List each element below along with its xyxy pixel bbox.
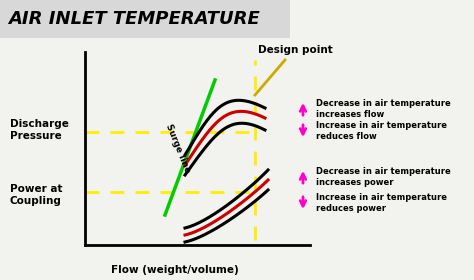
Text: Increase in air temperature
reduces flow: Increase in air temperature reduces flow [316, 121, 447, 141]
Text: Surge line: Surge line [164, 122, 192, 174]
Text: Power at
Coupling: Power at Coupling [10, 184, 63, 206]
Bar [0, 0, 290, 38]
Text: Decrease in air temperature
increases power: Decrease in air temperature increases po… [316, 167, 451, 187]
Text: Decrease in air temperature
increases flow: Decrease in air temperature increases fl… [316, 99, 451, 119]
Text: Discharge
Pressure: Discharge Pressure [10, 119, 69, 141]
Text: Design point: Design point [258, 45, 333, 55]
Text: AIR INLET TEMPERATURE: AIR INLET TEMPERATURE [8, 10, 260, 28]
Text: Flow (weight/volume): Flow (weight/volume) [111, 265, 239, 275]
Text: Increase in air temperature
reduces power: Increase in air temperature reduces powe… [316, 193, 447, 213]
